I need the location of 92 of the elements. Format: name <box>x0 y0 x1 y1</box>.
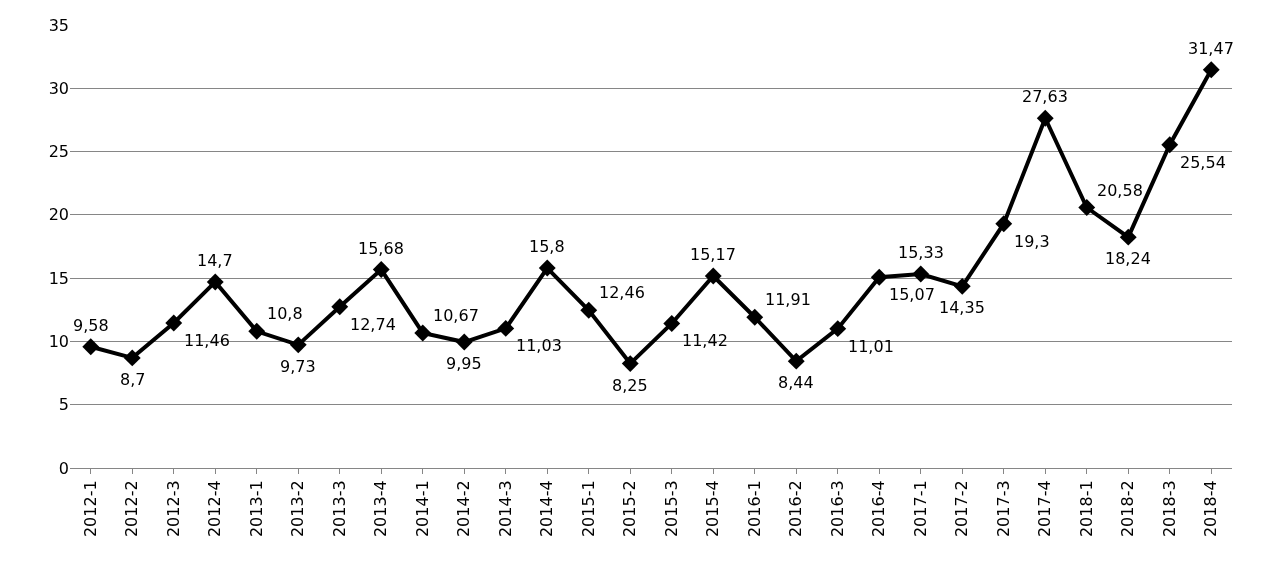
point <box>953 277 971 295</box>
data-label: 9,95 <box>446 354 482 373</box>
x-tick-label: 2015-3 <box>661 480 681 538</box>
x-tick-label: 2018-2 <box>1118 480 1138 538</box>
x-tick-label: 2016-4 <box>869 480 889 538</box>
data-label: 9,58 <box>73 316 109 335</box>
data-label: 10,8 <box>267 304 303 323</box>
data-label: 15,8 <box>529 237 565 256</box>
x-tick-label: 2012-3 <box>163 480 183 538</box>
data-label: 19,3 <box>1014 232 1050 251</box>
y-tick-label: 0 <box>58 458 69 478</box>
x-tick-label: 2012-4 <box>205 480 225 538</box>
point <box>372 261 390 278</box>
x-tick-label: 2018-3 <box>1159 480 1179 538</box>
data-label: 8,7 <box>120 370 146 389</box>
point <box>123 349 141 367</box>
x-tick-label: 2015-2 <box>620 480 640 538</box>
x-tick-label: 2013-1 <box>246 480 266 538</box>
x-tick-label: 2016-2 <box>786 480 806 538</box>
point <box>829 320 847 338</box>
point <box>1036 109 1054 127</box>
point <box>1161 136 1179 154</box>
y-tick-label: 25 <box>48 142 69 162</box>
point <box>580 301 598 319</box>
data-label: 14,35 <box>939 298 985 317</box>
point <box>248 322 266 340</box>
data-label: 15,07 <box>889 285 935 304</box>
point <box>787 352 805 370</box>
point <box>414 324 432 342</box>
x-tick-label: 2017-4 <box>1035 480 1055 538</box>
point <box>538 259 556 277</box>
data-label: 15,68 <box>358 239 404 258</box>
data-label: 25,54 <box>1180 153 1226 172</box>
point <box>1202 61 1220 79</box>
point <box>621 355 639 373</box>
x-tick-label: 2013-3 <box>329 480 349 538</box>
x-tick-label: 2012-2 <box>122 480 142 538</box>
data-label: 11,91 <box>765 290 811 309</box>
x-tick-label: 2016-3 <box>827 480 847 538</box>
point <box>663 315 681 332</box>
x-tick-label: 2012-1 <box>80 480 100 538</box>
y-tick-label: 20 <box>48 205 69 225</box>
data-label: 11,01 <box>848 337 894 356</box>
x-tick-label: 2014-3 <box>495 480 515 538</box>
point <box>455 333 473 351</box>
point <box>995 215 1013 233</box>
point <box>82 338 100 356</box>
point <box>870 268 888 286</box>
y-tick-label: 10 <box>48 332 69 352</box>
x-tick-label: 2016-1 <box>744 480 764 538</box>
x-tick-label: 2015-1 <box>578 480 598 538</box>
x-tick-label: 2018-4 <box>1201 480 1221 538</box>
x-tick-label: 2017-2 <box>952 480 972 538</box>
data-label: 9,73 <box>280 357 316 376</box>
point <box>331 298 349 316</box>
y-tick-label: 35 <box>48 15 69 35</box>
x-tick-label: 2014-1 <box>412 480 432 538</box>
data-label: 10,67 <box>433 306 479 325</box>
data-label: 18,24 <box>1105 249 1151 268</box>
data-label: 8,25 <box>612 376 648 395</box>
data-label: 11,03 <box>516 336 562 355</box>
y-tick-label: 15 <box>48 268 69 288</box>
data-label: 31,47 <box>1188 39 1234 58</box>
x-tick-label: 2013-4 <box>371 480 391 538</box>
point <box>704 267 722 285</box>
point <box>912 265 930 283</box>
data-label: 12,46 <box>599 283 645 302</box>
point <box>746 308 764 326</box>
data-label: 11,42 <box>682 331 728 350</box>
x-tick-label: 2017-1 <box>910 480 930 538</box>
data-label: 15,17 <box>690 245 736 264</box>
point <box>289 336 307 354</box>
point <box>1078 199 1096 216</box>
x-tick-label: 2018-1 <box>1076 480 1096 538</box>
y-tick-label: 30 <box>48 78 69 98</box>
point <box>1119 228 1137 246</box>
data-label: 12,74 <box>350 315 396 334</box>
x-tick-label: 2013-2 <box>288 480 308 538</box>
point <box>206 273 224 291</box>
y-tick-label: 5 <box>58 395 69 415</box>
data-label: 27,63 <box>1022 87 1068 106</box>
data-label: 8,44 <box>778 373 814 392</box>
data-label: 14,7 <box>197 251 233 270</box>
data-label: 11,46 <box>184 331 230 350</box>
x-tick-label: 2017-3 <box>993 480 1013 538</box>
data-label: 20,58 <box>1097 181 1143 200</box>
x-tick-label: 2014-4 <box>537 480 557 538</box>
x-tick-label: 2015-4 <box>703 480 723 538</box>
x-tick-label: 2014-2 <box>454 480 474 538</box>
data-label: 15,33 <box>898 243 944 262</box>
point <box>497 319 515 337</box>
point <box>165 314 183 332</box>
